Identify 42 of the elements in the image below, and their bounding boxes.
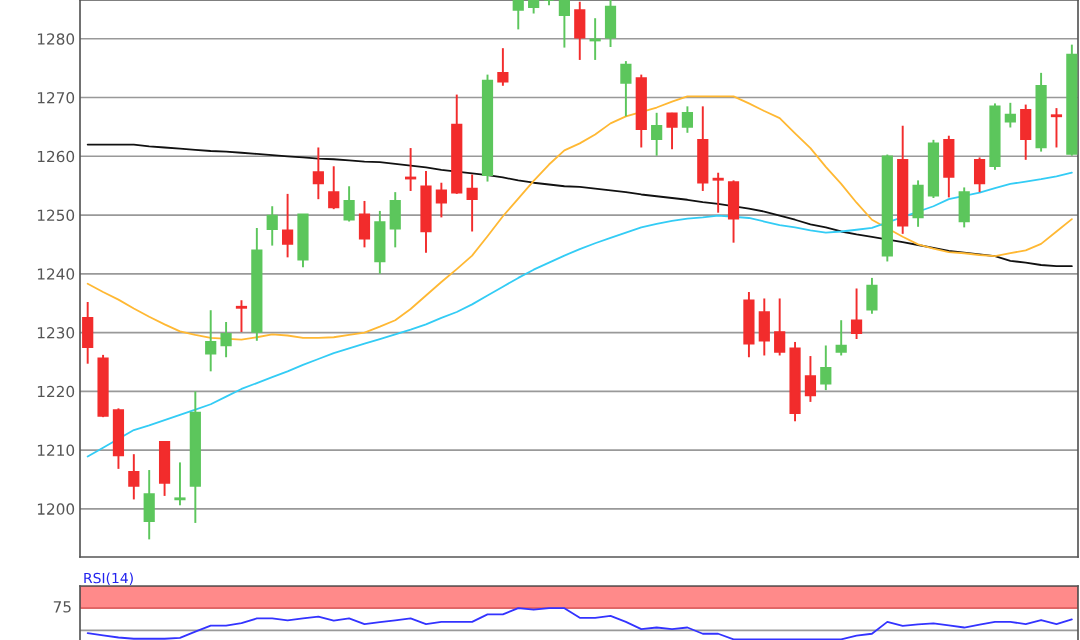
candlestick: [835, 319, 847, 357]
candlestick: [681, 105, 694, 134]
candlestick: [220, 321, 232, 359]
candlestick: [712, 171, 724, 214]
candlestick: [497, 47, 509, 87]
candlestick: [1004, 101, 1016, 129]
candlestick: [174, 461, 186, 507]
candlestick: [235, 299, 248, 333]
candlestick: [328, 165, 340, 211]
candlestick: [312, 146, 324, 201]
y-tick-label: 1220: [37, 385, 75, 398]
y-tick-label: 1270: [37, 92, 75, 104]
y-tick-label: 1250: [37, 209, 75, 222]
candlestick: [1050, 107, 1063, 149]
candlestick: [666, 111, 678, 151]
candlestick: [205, 309, 217, 373]
line-series: [86, 95, 1073, 341]
text: 75: [53, 601, 71, 613]
candlestick: [466, 173, 478, 233]
candlestick: [804, 355, 817, 403]
candlestick: [774, 297, 786, 357]
y-tick-label: 1260: [37, 150, 75, 163]
chart-title: RSI(14): [84, 572, 133, 585]
y-tick-label: 1210: [37, 444, 75, 457]
candlestick: [512, 0, 524, 31]
candlestick: [558, 0, 570, 49]
y-tick-label: 1280: [37, 33, 75, 45]
y-tick-label: 1240: [37, 268, 75, 280]
candlestick: [973, 156, 986, 194]
candlestick: [651, 111, 663, 157]
y-tick-label: 1230: [37, 327, 75, 339]
y-tick-label: 1200: [37, 503, 75, 515]
candlestick: [435, 181, 447, 219]
candlestick: [128, 453, 140, 501]
candlestick: [850, 287, 863, 340]
candlestick: [343, 185, 355, 223]
candlestick: [620, 60, 632, 118]
line-series: [86, 171, 1073, 458]
candlestick: [820, 344, 832, 392]
candlestick: [266, 205, 278, 247]
candlestick: [281, 192, 294, 259]
line-series: [86, 143, 1073, 268]
